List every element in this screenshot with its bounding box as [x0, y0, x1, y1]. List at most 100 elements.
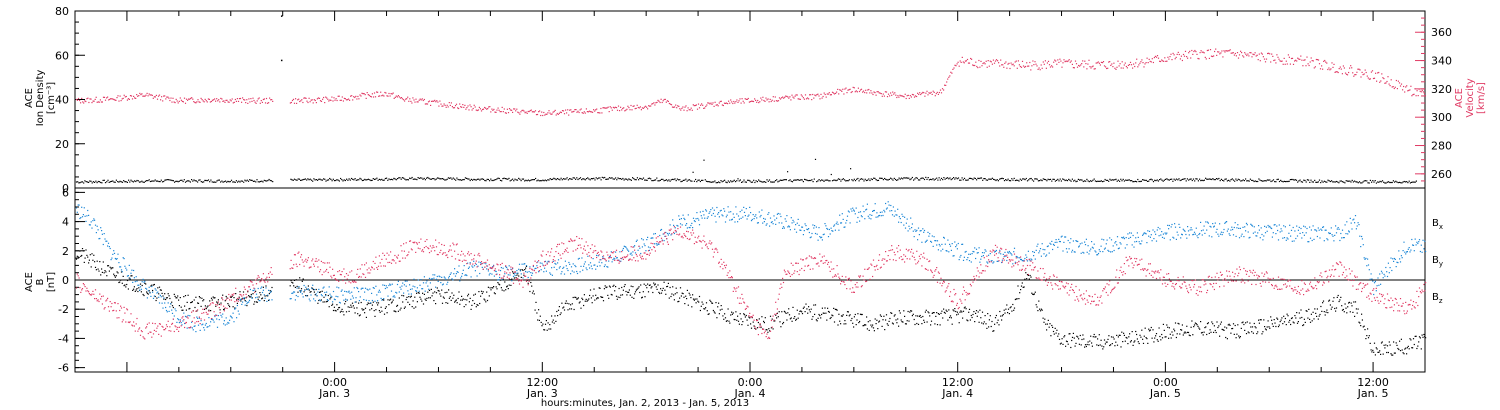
- by-point: [461, 275, 463, 277]
- density-point: [406, 179, 408, 181]
- by-point: [82, 214, 84, 216]
- density-point: [147, 180, 149, 182]
- by-point: [404, 280, 406, 282]
- bx-point: [403, 295, 405, 297]
- velocity-point: [142, 95, 144, 97]
- bx-point: [1177, 322, 1179, 324]
- by-point: [776, 213, 778, 215]
- bx-point: [1282, 323, 1284, 325]
- by-point: [138, 284, 140, 286]
- bx-point: [447, 302, 449, 304]
- series-by: [75, 201, 1427, 333]
- by-point: [403, 284, 405, 286]
- density-point: [1014, 179, 1016, 182]
- velocity-point: [1066, 60, 1068, 63]
- by-point: [384, 287, 386, 290]
- by-point: [840, 222, 842, 224]
- bx-point: [268, 299, 270, 301]
- density-point: [1089, 180, 1092, 182]
- bx-point: [1016, 298, 1018, 300]
- bx-point: [127, 288, 129, 290]
- density-point: [390, 178, 393, 180]
- bx-point: [531, 285, 533, 287]
- velocity-point: [1368, 78, 1370, 80]
- by-point: [239, 299, 241, 301]
- by-point: [922, 228, 924, 230]
- density-point: [326, 179, 328, 181]
- velocity-point: [1272, 55, 1274, 57]
- bx-point: [171, 301, 173, 303]
- velocity-point: [1200, 50, 1202, 52]
- velocity-point: [907, 94, 909, 96]
- bx-point: [701, 301, 703, 303]
- density-point: [1315, 181, 1317, 183]
- bx-point: [1388, 341, 1390, 343]
- velocity-point: [1397, 80, 1399, 82]
- density-point: [1396, 181, 1398, 183]
- by-point: [694, 220, 696, 223]
- bx-point: [407, 301, 409, 303]
- velocity-point: [148, 93, 150, 95]
- velocity-point: [331, 96, 333, 98]
- velocity-point: [783, 97, 785, 99]
- by-point: [300, 290, 303, 292]
- bx-point: [767, 331, 769, 333]
- by-point: [383, 298, 385, 300]
- velocity-point: [1375, 72, 1377, 74]
- velocity-point: [102, 96, 105, 98]
- bx-point: [602, 300, 605, 302]
- by-point: [443, 276, 445, 278]
- by-point: [591, 268, 593, 270]
- by-point: [894, 210, 896, 212]
- velocity-point: [832, 92, 835, 94]
- density-point: [456, 177, 458, 179]
- bx-point: [1314, 308, 1316, 310]
- bx-point: [896, 322, 898, 324]
- bx-point: [769, 330, 771, 332]
- by-point: [504, 273, 506, 275]
- density-point: [472, 179, 474, 181]
- density-point: [1150, 178, 1152, 180]
- by-point: [184, 315, 187, 317]
- velocity-point: [1403, 85, 1405, 88]
- bx-point: [1010, 306, 1012, 308]
- by-point: [436, 275, 438, 278]
- density-point: [246, 179, 248, 181]
- velocity-point: [823, 92, 825, 94]
- by-point: [559, 266, 561, 268]
- velocity-point: [1165, 60, 1167, 62]
- velocity-point: [1073, 67, 1075, 69]
- density-point: [134, 180, 136, 182]
- by-point: [716, 206, 718, 209]
- velocity-point: [295, 98, 297, 100]
- density-point: [1033, 180, 1035, 182]
- density-point: [121, 181, 124, 183]
- velocity-point: [1222, 56, 1224, 58]
- density-point: [416, 179, 418, 181]
- density-point: [949, 177, 951, 179]
- velocity-point: [714, 101, 716, 103]
- velocity-point: [1160, 60, 1162, 63]
- bx-point: [1032, 293, 1034, 295]
- by-point: [928, 235, 930, 237]
- velocity-point: [163, 95, 165, 97]
- velocity-point: [1297, 57, 1299, 59]
- velocity-point: [447, 106, 449, 108]
- bx-point: [107, 265, 109, 267]
- by-point: [306, 288, 309, 291]
- density-point: [1167, 179, 1169, 181]
- bx-point: [1318, 315, 1320, 317]
- bx-point: [113, 273, 115, 275]
- velocity-point: [650, 105, 652, 107]
- density-point: [238, 180, 240, 182]
- bx-point: [1113, 338, 1115, 340]
- by-point: [358, 291, 360, 293]
- density-point: [743, 179, 745, 181]
- density-point: [851, 179, 853, 181]
- density-point: [78, 182, 80, 184]
- density-point: [943, 177, 945, 179]
- bx-point: [185, 309, 187, 311]
- bx-point: [1269, 327, 1271, 329]
- bx-point: [745, 314, 747, 317]
- density-point: [359, 177, 361, 179]
